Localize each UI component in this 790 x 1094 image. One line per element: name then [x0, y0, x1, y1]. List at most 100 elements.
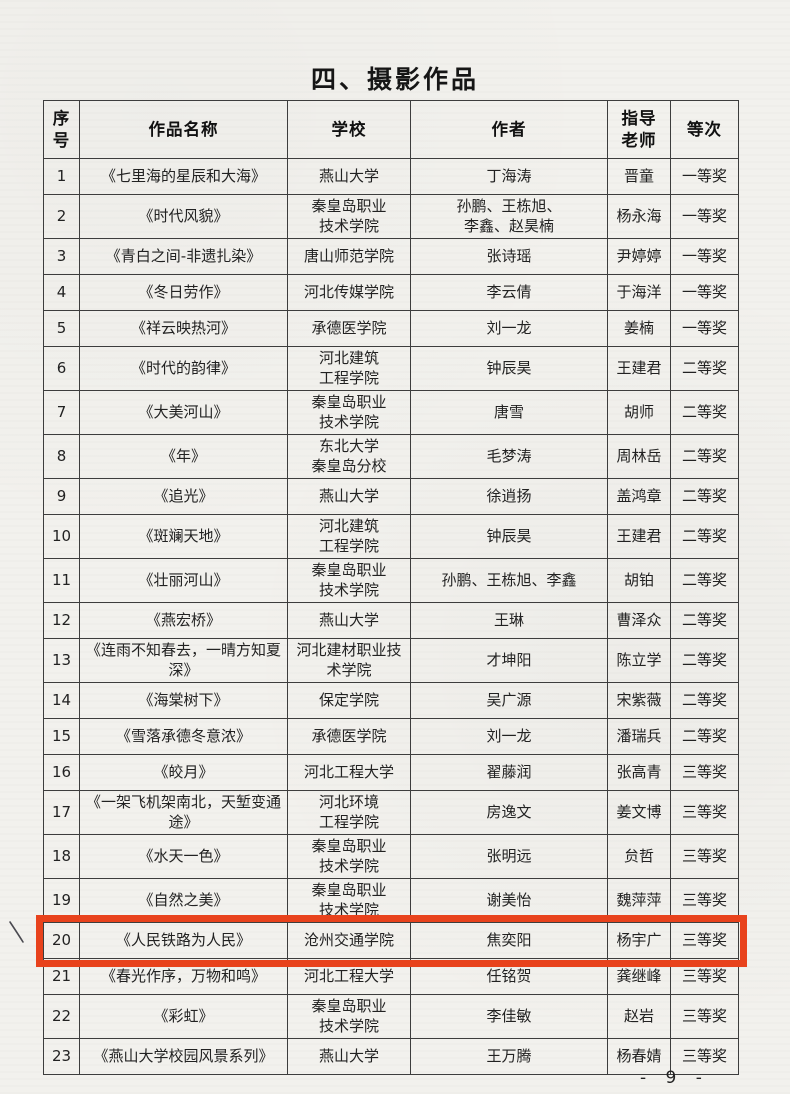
cell-number: 23 [43, 1038, 80, 1075]
cell-school: 河北环境 工程学院 [287, 790, 411, 835]
cell-award: 二等奖 [670, 390, 739, 435]
cell-number: 18 [43, 834, 80, 879]
cell-advisor: 宋紫薇 [607, 682, 671, 719]
cell-advisor: 盖鸿章 [607, 478, 671, 515]
cell-number: 6 [43, 346, 80, 391]
cell-work-title: 《时代的韵律》 [79, 346, 288, 391]
cell-advisor: 周林岳 [607, 434, 671, 479]
cell-number: 7 [43, 390, 80, 435]
cell-number: 17 [43, 790, 80, 835]
cell-award: 一等奖 [670, 274, 739, 311]
table-row: 18 《水天一色》 秦皇岛职业 技术学院 张明远 贠哲 三等奖 [43, 834, 739, 879]
table-row: 11 《壮丽河山》 秦皇岛职业 技术学院 孙鹏、王栋旭、李鑫 胡铂 二等奖 [43, 558, 739, 603]
table-header-row: 序 号作品名称 学校 作者 指导 老师 等次 [43, 100, 739, 159]
cell-author: 丁海涛 [410, 158, 608, 195]
cell-work-title: 《燕宏桥》 [79, 602, 288, 639]
cell-work-title: 《斑斓天地》 [79, 514, 288, 559]
cell-advisor: 胡师 [607, 390, 671, 435]
pencil-tick-icon [9, 921, 24, 943]
cell-award: 二等奖 [670, 346, 739, 391]
cell-school: 秦皇岛职业 技术学院 [287, 194, 411, 239]
cell-school: 河北工程大学 [287, 754, 411, 791]
cell-advisor: 陈立学 [607, 638, 671, 683]
cell-advisor: 龚继峰 [607, 958, 671, 995]
header-cell: 等次 [670, 100, 739, 159]
cell-work-title: 《追光》 [79, 478, 288, 515]
cell-work-title: 《水天一色》 [79, 834, 288, 879]
cell-school: 河北建筑 工程学院 [287, 346, 411, 391]
table-row: 19 《自然之美》 秦皇岛职业 技术学院 谢美怡 魏萍萍 三等奖 [43, 878, 739, 923]
cell-school: 燕山大学 [287, 158, 411, 195]
cell-advisor: 姜楠 [607, 310, 671, 347]
cell-school: 东北大学 秦皇岛分校 [287, 434, 411, 479]
cell-school: 燕山大学 [287, 1038, 411, 1075]
cell-number: 8 [43, 434, 80, 479]
table-row: 12 《燕宏桥》 燕山大学 王琳 曹泽众 二等奖 [43, 602, 739, 639]
table-row: 6 《时代的韵律》 河北建筑 工程学院 钟辰昊 王建君 二等奖 [43, 346, 739, 391]
header-cell: 作者 [410, 100, 608, 159]
cell-work-title: 《彩虹》 [79, 994, 288, 1039]
cell-number: 2 [43, 194, 80, 239]
cell-school: 秦皇岛职业 技术学院 [287, 878, 411, 923]
cell-work-title: 《自然之美》 [79, 878, 288, 923]
cell-school: 河北建筑 工程学院 [287, 514, 411, 559]
cell-author: 任铭贺 [410, 958, 608, 995]
cell-number: 12 [43, 602, 80, 639]
cell-number: 16 [43, 754, 80, 791]
cell-number: 22 [43, 994, 80, 1039]
cell-advisor: 魏萍萍 [607, 878, 671, 923]
cell-author: 张诗瑶 [410, 238, 608, 275]
cell-work-title: 《燕山大学校园风景系列》 [79, 1038, 288, 1075]
header-cell: 学校 [287, 100, 411, 159]
cell-school: 河北建材职业技 术学院 [287, 638, 411, 683]
cell-school: 沧州交通学院 [287, 922, 411, 959]
cell-advisor: 赵岩 [607, 994, 671, 1039]
cell-advisor: 曹泽众 [607, 602, 671, 639]
cell-number: 13 [43, 638, 80, 683]
cell-award: 一等奖 [670, 194, 739, 239]
cell-work-title: 《壮丽河山》 [79, 558, 288, 603]
cell-author: 张明远 [410, 834, 608, 879]
cell-work-title: 《大美河山》 [79, 390, 288, 435]
cell-advisor: 杨宇广 [607, 922, 671, 959]
cell-work-title: 《祥云映热河》 [79, 310, 288, 347]
cell-work-title: 《冬日劳作》 [79, 274, 288, 311]
cell-author: 徐逍扬 [410, 478, 608, 515]
cell-school: 燕山大学 [287, 478, 411, 515]
cell-award: 三等奖 [670, 878, 739, 923]
cell-advisor: 杨春婧 [607, 1038, 671, 1075]
cell-school: 秦皇岛职业 技术学院 [287, 834, 411, 879]
cell-author: 李佳敏 [410, 994, 608, 1039]
cell-work-title: 《青白之间-非遗扎染》 [79, 238, 288, 275]
table-row: 3 《青白之间-非遗扎染》 唐山师范学院 张诗瑶 尹婷婷 一等奖 [43, 238, 739, 275]
cell-author: 李云倩 [410, 274, 608, 311]
cell-author: 王万腾 [410, 1038, 608, 1075]
cell-number: 15 [43, 718, 80, 755]
cell-work-title: 《雪落承德冬意浓》 [79, 718, 288, 755]
cell-school: 唐山师范学院 [287, 238, 411, 275]
cell-number: 1 [43, 158, 80, 195]
cell-award: 二等奖 [670, 558, 739, 603]
table-row: 4 《冬日劳作》 河北传媒学院 李云倩 于海洋 一等奖 [43, 274, 739, 311]
cell-author: 才坤阳 [410, 638, 608, 683]
table-row: 8 《年》 东北大学 秦皇岛分校 毛梦涛 周林岳 二等奖 [43, 434, 739, 479]
cell-award: 二等奖 [670, 602, 739, 639]
cell-number: 14 [43, 682, 80, 719]
table-row: 17 《一架飞机架南北，天堑变通 途》 河北环境 工程学院 房逸文 姜文博 三等… [43, 790, 739, 835]
cell-work-title: 《年》 [79, 434, 288, 479]
table-row: 9 《追光》 燕山大学 徐逍扬 盖鸿章 二等奖 [43, 478, 739, 515]
cell-number: 11 [43, 558, 80, 603]
cell-award: 二等奖 [670, 682, 739, 719]
cell-school: 承德医学院 [287, 718, 411, 755]
table-row: 13 《连雨不知春去，一晴方知夏 深》 河北建材职业技 术学院 才坤阳 陈立学 … [43, 638, 739, 683]
cell-work-title: 《时代风貌》 [79, 194, 288, 239]
cell-author: 刘一龙 [410, 718, 608, 755]
cell-author: 王琳 [410, 602, 608, 639]
cell-advisor: 贠哲 [607, 834, 671, 879]
table-row: 14 《海棠树下》 保定学院 吴广源 宋紫薇 二等奖 [43, 682, 739, 719]
cell-number: 10 [43, 514, 80, 559]
cell-award: 三等奖 [670, 1038, 739, 1075]
cell-author: 孙鹏、王栋旭、李鑫 [410, 558, 608, 603]
cell-work-title: 《一架飞机架南北，天堑变通 途》 [79, 790, 288, 835]
cell-school: 承德医学院 [287, 310, 411, 347]
